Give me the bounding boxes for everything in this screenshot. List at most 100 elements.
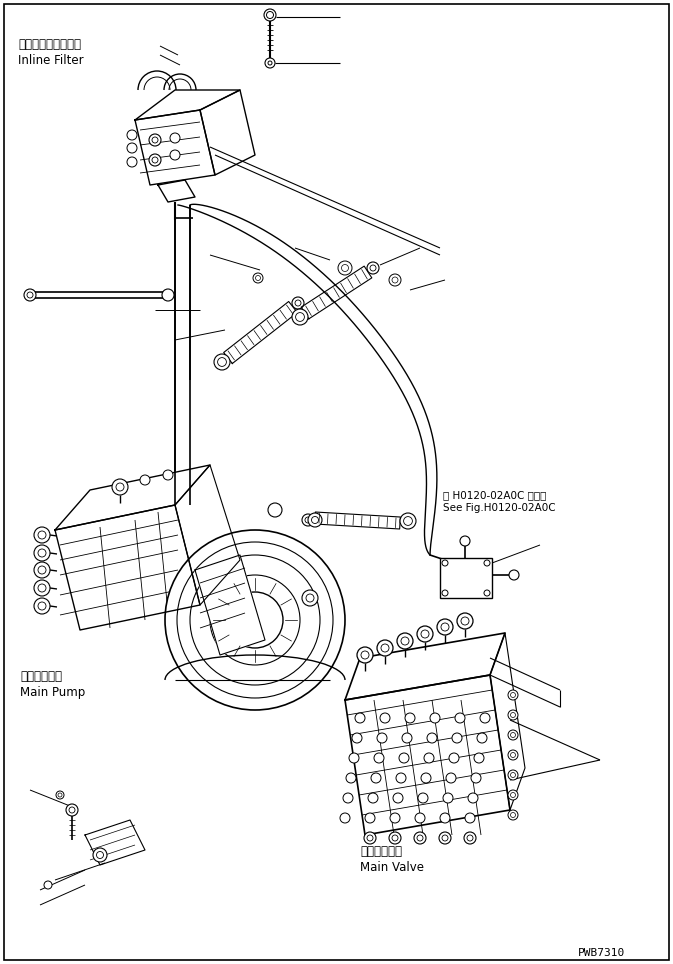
Circle shape — [295, 300, 301, 306]
Circle shape — [38, 602, 46, 610]
Circle shape — [367, 835, 373, 841]
Circle shape — [302, 514, 314, 526]
Circle shape — [352, 733, 362, 743]
Polygon shape — [85, 820, 145, 865]
Circle shape — [69, 807, 75, 813]
Circle shape — [465, 813, 475, 823]
Circle shape — [508, 730, 518, 740]
Circle shape — [292, 309, 308, 325]
Circle shape — [24, 289, 36, 301]
Circle shape — [96, 851, 104, 859]
Text: Main Valve: Main Valve — [360, 861, 424, 874]
Circle shape — [399, 753, 409, 763]
Circle shape — [127, 130, 137, 140]
Circle shape — [338, 261, 352, 275]
Circle shape — [508, 790, 518, 800]
Circle shape — [417, 626, 433, 642]
Polygon shape — [158, 180, 195, 202]
Circle shape — [421, 630, 429, 638]
Circle shape — [149, 134, 161, 146]
Circle shape — [439, 832, 451, 844]
Polygon shape — [345, 675, 510, 835]
Circle shape — [484, 560, 490, 566]
Circle shape — [442, 590, 448, 596]
Circle shape — [511, 692, 516, 698]
Circle shape — [508, 690, 518, 700]
Circle shape — [346, 773, 356, 783]
Circle shape — [214, 354, 230, 370]
Polygon shape — [175, 465, 240, 605]
Text: 第 H0120-02A0C 図参照: 第 H0120-02A0C 図参照 — [443, 490, 546, 500]
Circle shape — [149, 154, 161, 166]
Circle shape — [471, 773, 481, 783]
Circle shape — [377, 640, 393, 656]
Circle shape — [508, 810, 518, 820]
Polygon shape — [345, 633, 505, 700]
Circle shape — [402, 733, 412, 743]
Circle shape — [427, 733, 437, 743]
Circle shape — [256, 276, 260, 281]
Circle shape — [357, 647, 373, 663]
Circle shape — [417, 835, 423, 841]
Circle shape — [34, 527, 50, 543]
Circle shape — [116, 483, 124, 491]
Circle shape — [511, 772, 516, 778]
Circle shape — [56, 791, 64, 799]
Circle shape — [374, 753, 384, 763]
Circle shape — [306, 594, 314, 602]
Circle shape — [371, 773, 381, 783]
Circle shape — [461, 617, 469, 625]
Circle shape — [163, 470, 173, 480]
Circle shape — [424, 753, 434, 763]
Circle shape — [295, 312, 304, 321]
Circle shape — [264, 9, 276, 21]
Circle shape — [480, 713, 490, 723]
Circle shape — [508, 750, 518, 760]
Circle shape — [468, 793, 478, 803]
Circle shape — [190, 555, 320, 685]
Circle shape — [390, 813, 400, 823]
Circle shape — [380, 713, 390, 723]
Circle shape — [170, 150, 180, 160]
Circle shape — [405, 713, 415, 723]
Circle shape — [343, 793, 353, 803]
Circle shape — [511, 712, 516, 717]
Circle shape — [449, 753, 459, 763]
Circle shape — [368, 793, 378, 803]
Circle shape — [484, 590, 490, 596]
Circle shape — [457, 613, 473, 629]
Circle shape — [414, 832, 426, 844]
Circle shape — [474, 753, 484, 763]
Circle shape — [93, 848, 107, 862]
Circle shape — [389, 832, 401, 844]
Polygon shape — [195, 555, 265, 655]
Circle shape — [437, 619, 453, 635]
Circle shape — [170, 133, 180, 143]
Circle shape — [441, 623, 449, 631]
Circle shape — [267, 12, 273, 18]
Circle shape — [430, 713, 440, 723]
Circle shape — [312, 517, 318, 523]
Circle shape — [27, 292, 33, 298]
Circle shape — [268, 503, 282, 517]
Circle shape — [418, 793, 428, 803]
Polygon shape — [55, 505, 200, 630]
Circle shape — [361, 651, 369, 659]
Circle shape — [210, 575, 300, 665]
Bar — [440, 558, 492, 598]
Circle shape — [443, 793, 453, 803]
Circle shape — [355, 713, 365, 723]
Circle shape — [415, 813, 425, 823]
Circle shape — [477, 733, 487, 743]
Circle shape — [508, 710, 518, 720]
Circle shape — [305, 517, 311, 523]
Polygon shape — [490, 633, 525, 810]
Circle shape — [370, 265, 376, 271]
Circle shape — [389, 274, 401, 286]
Text: インラインフィルタ: インラインフィルタ — [18, 38, 81, 51]
Circle shape — [396, 773, 406, 783]
Text: PWB7310: PWB7310 — [578, 948, 625, 958]
Circle shape — [152, 157, 158, 163]
Circle shape — [340, 813, 350, 823]
Circle shape — [58, 793, 62, 797]
